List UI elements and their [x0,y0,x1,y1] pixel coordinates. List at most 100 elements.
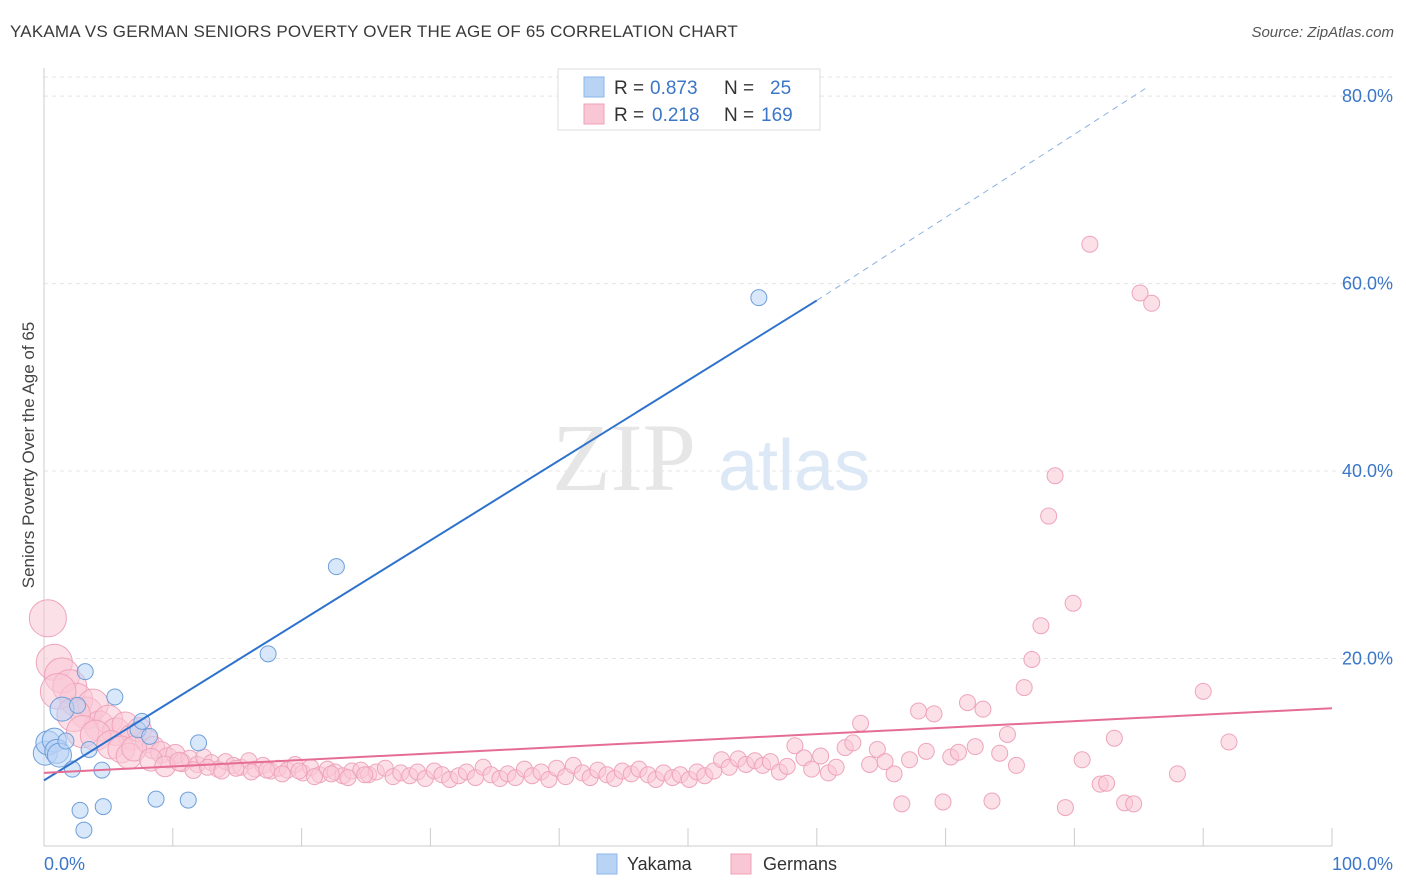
bottom-legend-label-germans: Germans [763,854,837,874]
data-point [1073,751,1091,769]
data-point [893,795,911,813]
chart-title: YAKAMA VS GERMAN SENIORS POVERTY OVER TH… [10,22,738,41]
data-point [339,769,357,787]
data-point [917,742,935,760]
data-point [259,645,277,663]
data-point [322,765,340,783]
legend-n-value-germans: 169 [761,105,793,126]
legend-n-label-germans: N = [724,105,754,126]
data-point [844,734,862,752]
data-point [213,762,231,780]
data-point [1168,765,1186,783]
data-point [57,732,75,750]
data-point [1046,467,1064,485]
data-point [68,696,86,714]
data-point [179,791,197,809]
y-axis-label: Seniors Poverty Over the Age of 65 [19,322,38,588]
y-tick-labels: 20.0% 40.0% 60.0% 80.0% [1342,86,1393,668]
data-point [1220,733,1238,751]
legend-r-value-germans: 0.218 [652,105,700,126]
data-point [974,700,992,718]
data-point [966,738,984,756]
data-point [925,705,943,723]
data-point [94,798,112,816]
trend-line-yakama-extension [816,88,1146,301]
data-point [852,714,870,732]
x-tick-label-max: 100.0% [1332,854,1393,874]
bottom-legend-swatch-germans [730,853,752,875]
data-point [190,734,208,752]
y-tick-label: 40.0% [1342,461,1393,481]
trend-lines [43,88,1333,782]
data-point [812,747,830,765]
data-point [327,558,345,576]
watermark-zip: ZIP [552,404,696,511]
data-point [1105,729,1123,747]
data-point [991,744,1009,762]
data-point [28,599,67,638]
data-point [141,727,159,745]
data-point [356,766,374,784]
data-point [827,758,845,776]
data-point [1040,507,1058,525]
legend-r-label-yakama: R = [614,78,644,99]
data-point [983,792,1001,810]
legend-n-label-yakama: N = [724,78,754,99]
y-tick-label: 80.0% [1342,86,1393,106]
data-point [1056,799,1074,817]
data-point [258,761,276,779]
data-point [1125,795,1143,813]
series-germans-points [28,235,1238,817]
watermark: ZIP atlas [552,404,870,511]
x-tick-label-min: 0.0% [44,854,85,874]
trend-line-germans [43,707,1333,774]
data-point [1098,774,1116,792]
data-point [876,753,894,771]
data-point [75,821,93,839]
data-point [778,757,796,775]
data-point [199,758,217,776]
x-ticks [43,828,1333,846]
data-point [868,740,886,758]
data-point [1023,650,1041,668]
legend-box: R = 0.873 N = 25 R = 0.218 N = 169 [557,68,821,131]
grid-lines [44,76,1393,660]
legend-r-label-germans: R = [614,105,644,126]
bottom-legend-swatch-yakama [596,853,618,875]
data-point [80,740,98,758]
data-point [1064,594,1082,612]
data-point [290,762,308,780]
data-point [885,765,903,783]
data-point [273,765,291,783]
data-point [786,737,804,755]
y-tick-label: 60.0% [1342,274,1393,294]
watermark-atlas: atlas [718,426,870,506]
data-point [1081,235,1099,253]
data-point [106,688,124,706]
data-point [958,694,976,712]
data-point [934,793,952,811]
data-point [1131,284,1149,302]
data-point [861,755,879,773]
data-point [76,663,94,681]
bottom-legend-label-yakama: Yakama [627,854,693,874]
data-point [1032,617,1050,635]
data-point [750,289,768,307]
data-point [901,751,919,769]
y-tick-label: 20.0% [1342,649,1393,669]
data-point [242,763,260,781]
trend-line-yakama [43,299,818,782]
data-point [910,702,928,720]
data-point [1143,294,1161,312]
bottom-legend: Yakama Germans [596,853,837,875]
data-point [305,768,323,786]
data-point [803,760,821,778]
data-point [998,725,1016,743]
legend-r-value-yakama: 0.873 [650,78,698,99]
source-credit: Source: ZipAtlas.com [1251,24,1394,41]
legend-n-value-yakama: 25 [770,78,791,99]
legend-swatch-germans [583,103,605,125]
data-point [1007,756,1025,774]
data-point [949,743,967,761]
